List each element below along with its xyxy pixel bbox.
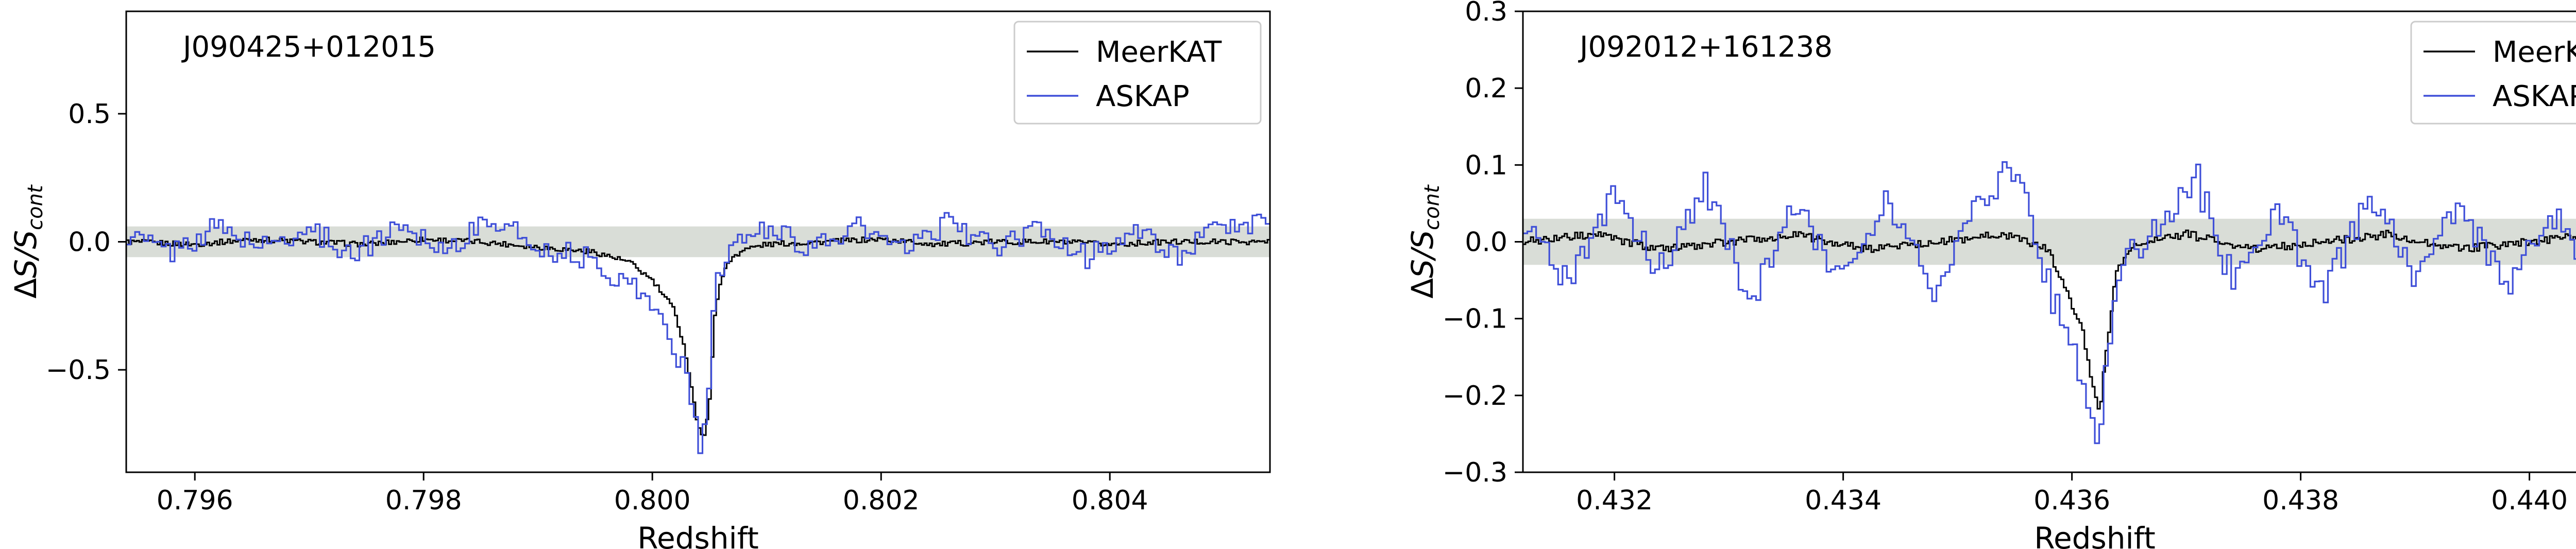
legend: MeerKAT ASKAP bbox=[1013, 21, 1262, 125]
y-tick-label: 0.0 bbox=[1465, 227, 1507, 258]
y-axis-label: ΔS/Scont bbox=[1405, 184, 1444, 299]
y-tick-label: 0.2 bbox=[1465, 73, 1507, 104]
y-tick-label: 0.3 bbox=[1465, 0, 1507, 27]
legend-label: MeerKAT bbox=[1096, 36, 1222, 69]
x-tick-label: 0.440 bbox=[2491, 485, 2568, 516]
x-axis-label: Redshift bbox=[2034, 521, 2155, 549]
x-tick-label: 0.434 bbox=[1805, 485, 1882, 516]
y-tick-label: 0.0 bbox=[68, 227, 111, 258]
legend-label: ASKAP bbox=[1096, 80, 1190, 113]
series-askap-line bbox=[126, 212, 1270, 454]
series-meerkat-line bbox=[1523, 229, 2576, 410]
x-tick-label: 0.796 bbox=[157, 485, 233, 516]
x-tick-label: 0.438 bbox=[2262, 485, 2339, 516]
x-tick-label: 0.800 bbox=[614, 485, 691, 516]
y-tick-label: −0.2 bbox=[1443, 381, 1507, 411]
y-axis-label: ΔS/Scont bbox=[8, 184, 47, 299]
y-tick-label: 0.5 bbox=[68, 99, 111, 130]
legend-label: MeerKAT bbox=[2493, 36, 2576, 69]
legend-box bbox=[2410, 21, 2576, 125]
series-meerkat-line bbox=[126, 236, 1270, 436]
legend: MeerKAT ASKAP bbox=[2410, 21, 2576, 125]
y-tick-label: −0.1 bbox=[1443, 304, 1507, 335]
panel-2: 0.432 0.434 0.436 0.438 0.440 −0.3 −0.2 −0.1 0.0… bbox=[1405, 0, 2576, 549]
x-tick-label: 0.798 bbox=[385, 485, 462, 516]
x-tick-label: 0.432 bbox=[1576, 485, 1653, 516]
x-tick-label: 0.436 bbox=[2033, 485, 2110, 516]
y-tick-label: 0.1 bbox=[1465, 150, 1507, 181]
plot-area bbox=[1523, 161, 2576, 444]
x-tick-label: 0.804 bbox=[1072, 485, 1148, 516]
x-tick-label: 0.802 bbox=[843, 485, 920, 516]
series-askap-line bbox=[1523, 161, 2576, 444]
panel-title: J092012+161238 bbox=[1578, 30, 1833, 64]
panel-title: J090425+012015 bbox=[181, 30, 436, 64]
y-tick-label: −0.3 bbox=[1443, 457, 1507, 488]
legend-label: ASKAP bbox=[2493, 80, 2576, 113]
y-tick-label: −0.5 bbox=[46, 355, 111, 386]
panel-1: 0.796 0.798 0.800 0.802 0.804 −0.5 0.0 0.5 Redsh… bbox=[8, 10, 1271, 549]
plot-area bbox=[126, 212, 1270, 454]
legend-box bbox=[1013, 21, 1262, 125]
x-axis-label: Redshift bbox=[637, 521, 758, 549]
